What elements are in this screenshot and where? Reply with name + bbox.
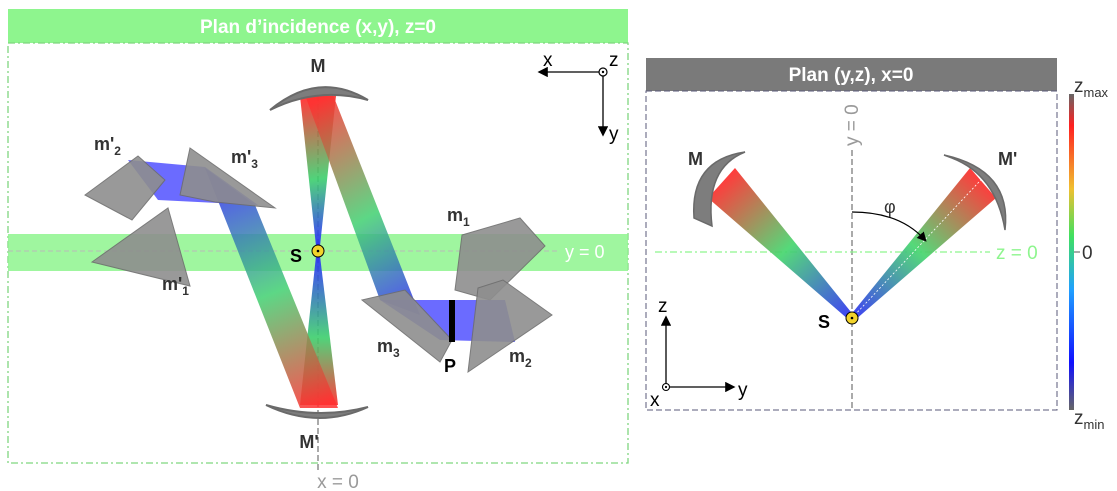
right-axis-y-label: y	[738, 380, 748, 401]
colorbar-max-label: zmax	[1074, 76, 1109, 100]
colorbar-gradient	[1069, 94, 1074, 410]
prism-m1p-label: m'1	[162, 274, 189, 298]
axes-indicator: x z y	[537, 50, 619, 145]
right-panel: Plan (y,z), x=0 y = 0 z = 0 φ M M' S	[645, 58, 1058, 411]
prism-m3p-label: m'3	[231, 147, 258, 171]
right-y-zero-label: y = 0	[842, 104, 863, 146]
prism-m2-label: m2	[509, 346, 532, 370]
cone-to-M	[708, 168, 855, 320]
y-plane-label: y = 0	[565, 242, 605, 262]
mirror-M	[269, 86, 369, 111]
colorbar-mid-label: 0	[1082, 243, 1093, 264]
beam-m-to-m3	[305, 95, 420, 315]
colorbar: zmax 0 zmin	[1069, 76, 1109, 432]
prism-m1p	[90, 207, 191, 287]
mirror-Mprime-right	[943, 154, 1007, 231]
axis-y-label: y	[609, 124, 619, 145]
prism-m2p	[84, 155, 166, 221]
left-panel: Plan d’incidence (x,y), z=0 y = 0 x = 0 …	[7, 9, 629, 491]
prism-m1-label: m1	[447, 205, 470, 229]
polarizer-P	[449, 300, 455, 342]
prism-m2	[467, 279, 553, 374]
left-panel-title: Plan d’incidence (x,y), z=0	[200, 17, 436, 38]
prism-m3-label: m3	[377, 336, 400, 360]
colorbar-min-label: zmin	[1074, 408, 1104, 432]
mirror-Mprime-label: M'	[299, 432, 318, 452]
mirror-Mprime	[265, 404, 369, 419]
right-axis-x-label: x	[650, 390, 660, 411]
phi-arc	[851, 211, 927, 242]
axis-z-label: z	[609, 50, 619, 71]
prism-m1	[454, 217, 546, 301]
mirror-M-right	[693, 151, 746, 228]
phi-label: φ	[884, 197, 896, 217]
mirror-M-right-label: M	[688, 149, 703, 169]
prism-m2p-label: m'2	[94, 134, 121, 158]
mirror-M-label: M	[311, 56, 326, 76]
source-S-right-label: S	[818, 312, 830, 332]
beam-m3p-to-mprime	[205, 168, 338, 408]
right-axis-z-label: z	[658, 296, 668, 317]
right-axes-indicator: z y x	[650, 296, 748, 411]
axis-x-label: x	[543, 50, 553, 71]
mirror-Mprime-right-label: M'	[998, 149, 1017, 169]
prism-m3p	[179, 147, 277, 209]
polarizer-P-label: P	[444, 356, 456, 376]
right-panel-header	[646, 58, 1057, 91]
left-panel-header	[8, 9, 628, 43]
source-S-label: S	[290, 246, 302, 266]
x-plane-label: x = 0	[317, 472, 359, 491]
z-zero-label: z = 0	[996, 243, 1038, 264]
right-panel-frame	[645, 90, 1058, 411]
right-panel-title: Plan (y,z), x=0	[789, 65, 914, 86]
